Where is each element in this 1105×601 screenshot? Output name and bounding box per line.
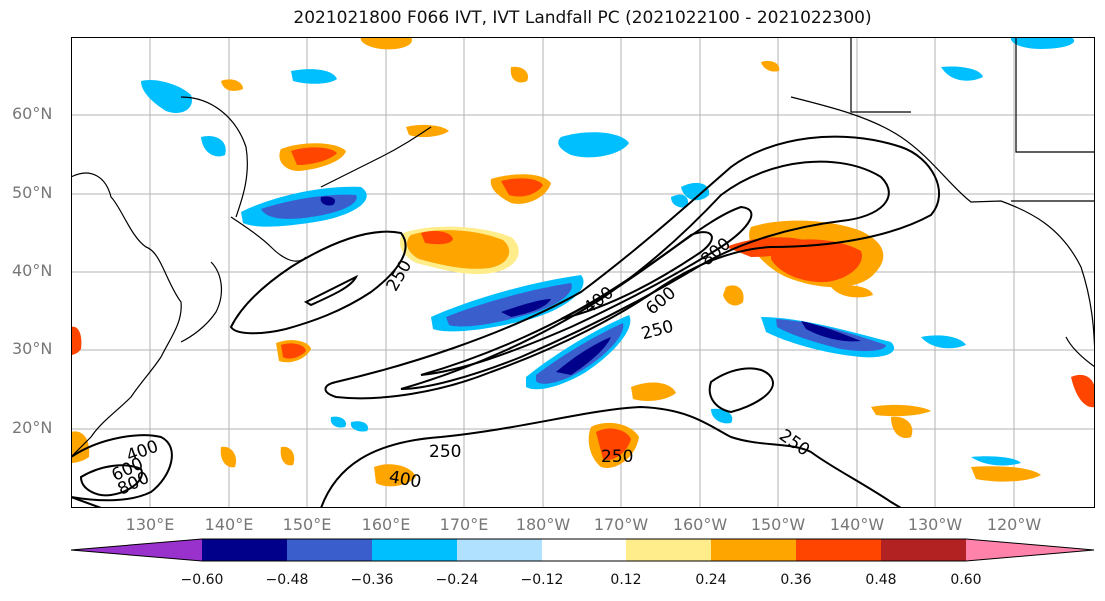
lon-label: 140°W: [829, 515, 885, 534]
colorbar-segment: [71, 539, 202, 561]
lon-label: 150°E: [282, 515, 332, 534]
colorbar: [70, 538, 1095, 562]
ivt-map: 250 400 600 800 250 250 400 600 800 250 …: [71, 37, 1095, 508]
colorbar-tick: 0.48: [865, 572, 897, 588]
lon-label: 130°E: [125, 515, 175, 534]
contour-labels: 250 400 600 800 250 250 400 600 800 250 …: [109, 234, 814, 500]
colorbar-tick: 0.24: [695, 572, 727, 588]
colorbar-tick: −0.12: [520, 572, 564, 588]
colorbar-tick: −0.48: [265, 572, 309, 588]
lon-label: 130°W: [907, 515, 963, 534]
colorbar-segment: [287, 539, 372, 561]
colorbar-tick: 0.12: [610, 572, 642, 588]
colorbar-segment: [881, 539, 966, 561]
lat-label: 20°N: [12, 418, 53, 437]
lat-label: 60°N: [12, 104, 53, 123]
lat-label: 50°N: [12, 183, 53, 202]
lon-label: 170°E: [439, 515, 489, 534]
lon-label: 140°E: [204, 515, 254, 534]
contour-label: 250: [601, 447, 633, 467]
colorbar-segment: [542, 539, 626, 561]
coastlines: [71, 37, 1095, 458]
lon-label: 150°W: [750, 515, 806, 534]
colorbar-tick: −0.24: [435, 572, 479, 588]
colorbar-segment: [457, 539, 542, 561]
lon-label: 170°W: [593, 515, 649, 534]
lat-label: 40°N: [12, 261, 53, 280]
colorbar-segment: [966, 539, 1094, 561]
negative-anomalies: [141, 37, 1075, 466]
colorbar-segment: [796, 539, 881, 561]
lat-label: 30°N: [12, 339, 53, 358]
colorbar-segment: [626, 539, 711, 561]
ivt-contours: [71, 135, 941, 508]
colorbar-segment: [202, 539, 287, 561]
colorbar-tick: 0.36: [780, 572, 812, 588]
map-frame: [71, 37, 1095, 508]
colorbar-segment: [711, 539, 796, 561]
lon-label: 120°W: [986, 515, 1042, 534]
contour-label: 250: [429, 442, 461, 462]
colorbar-tick: −0.60: [180, 572, 224, 588]
lon-label: 160°W: [672, 515, 728, 534]
positive-anomalies: [71, 37, 1095, 487]
colorbar-tick: −0.36: [350, 572, 394, 588]
colorbar-segment: [372, 539, 457, 561]
map-title: 2021021800 F066 IVT, IVT Landfall PC (20…: [293, 8, 872, 28]
lon-label: 180°W: [515, 515, 571, 534]
colorbar-tick: 0.60: [950, 572, 982, 588]
lon-label: 160°E: [361, 515, 411, 534]
